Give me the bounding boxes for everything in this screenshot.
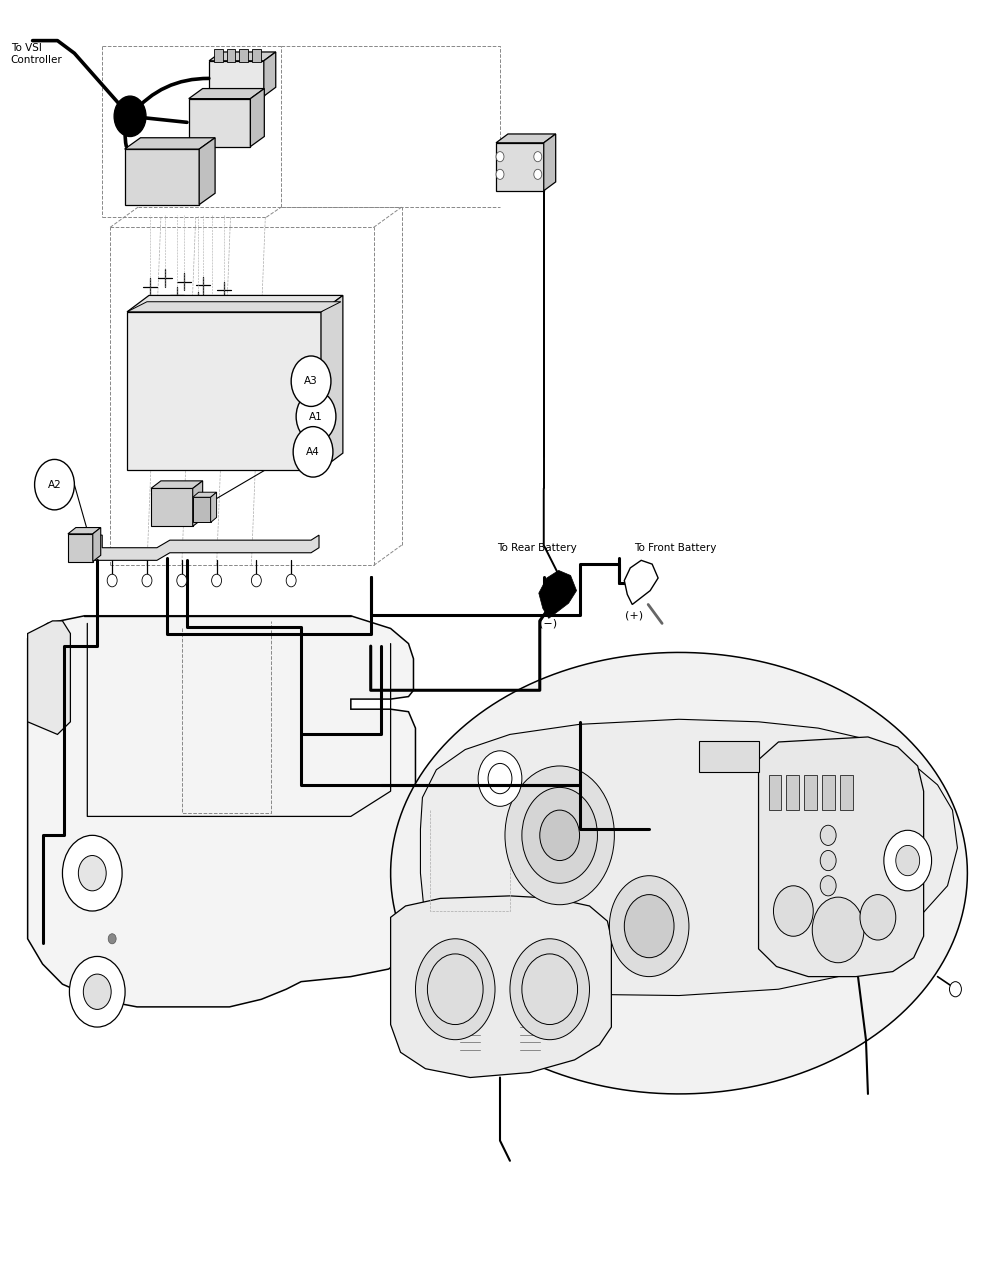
Polygon shape [199,138,215,204]
Polygon shape [28,621,70,735]
Circle shape [478,751,522,806]
Circle shape [83,974,111,1010]
Bar [804,775,817,810]
Polygon shape [92,535,319,560]
Text: A2: A2 [48,480,61,489]
Polygon shape [125,150,199,204]
Polygon shape [193,497,211,522]
Polygon shape [544,134,556,191]
Circle shape [251,574,261,587]
Circle shape [860,895,896,940]
Circle shape [609,875,689,977]
Polygon shape [759,737,924,977]
Polygon shape [28,616,415,1007]
Circle shape [286,574,296,587]
Circle shape [812,897,864,963]
Polygon shape [699,741,759,773]
Polygon shape [209,61,264,96]
Circle shape [884,830,932,891]
Circle shape [82,962,112,1000]
Bar [840,775,853,810]
Polygon shape [151,489,193,526]
Text: (−): (−) [539,618,557,628]
Circle shape [415,939,495,1040]
Polygon shape [321,295,343,470]
Bar [214,49,223,62]
Bar [227,49,235,62]
Circle shape [212,574,222,587]
Bar [822,775,835,810]
Polygon shape [539,570,577,618]
Polygon shape [211,492,217,522]
Text: To Front Battery: To Front Battery [634,542,717,552]
Polygon shape [68,527,101,533]
Polygon shape [68,533,93,561]
Circle shape [69,957,125,1028]
Circle shape [773,886,813,936]
Polygon shape [127,302,341,312]
Circle shape [522,787,597,883]
Polygon shape [209,52,276,61]
Circle shape [291,356,331,407]
Circle shape [820,875,836,896]
Polygon shape [151,481,203,489]
Circle shape [820,850,836,870]
Text: To Rear Battery: To Rear Battery [497,542,577,552]
Text: A3: A3 [304,376,318,386]
Polygon shape [624,560,658,604]
Circle shape [534,152,542,162]
Polygon shape [391,896,611,1077]
Circle shape [505,767,614,905]
Polygon shape [250,89,264,147]
Circle shape [534,170,542,180]
Polygon shape [193,492,217,497]
Polygon shape [420,720,957,996]
Polygon shape [496,143,544,191]
Circle shape [108,934,116,944]
Text: A4: A4 [306,447,320,457]
Bar [769,775,781,810]
Bar [239,49,248,62]
Polygon shape [193,481,203,526]
Circle shape [496,152,504,162]
Text: To VSI
Controller: To VSI Controller [11,43,62,65]
Circle shape [427,954,483,1025]
Circle shape [142,574,152,587]
Circle shape [624,895,674,958]
Circle shape [107,574,117,587]
Polygon shape [127,295,343,312]
Polygon shape [125,138,215,150]
Circle shape [177,574,187,587]
Polygon shape [189,89,264,99]
Circle shape [949,982,961,997]
Circle shape [62,835,122,911]
Circle shape [522,954,578,1025]
Circle shape [293,427,333,478]
Circle shape [296,392,336,442]
Circle shape [488,764,512,793]
Circle shape [896,845,920,875]
Circle shape [820,825,836,845]
Circle shape [78,855,106,891]
Circle shape [510,939,590,1040]
Circle shape [35,460,74,509]
Bar [786,775,799,810]
Text: A1: A1 [309,412,323,422]
Polygon shape [496,134,556,143]
Polygon shape [189,99,250,147]
Circle shape [114,96,146,137]
Bar [252,49,261,62]
Circle shape [540,810,580,860]
Polygon shape [93,527,101,561]
Polygon shape [391,653,967,1093]
Circle shape [496,170,504,180]
Polygon shape [264,52,276,96]
Text: (+): (+) [625,611,643,621]
Polygon shape [127,312,321,470]
